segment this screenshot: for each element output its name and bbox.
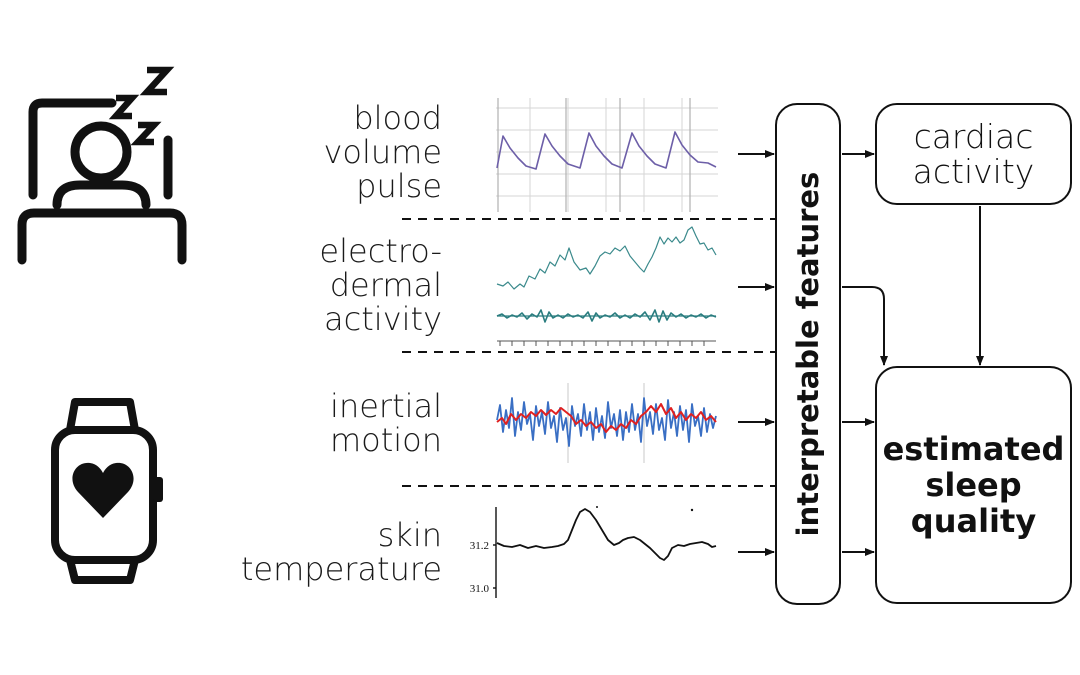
signal-label-line: volume	[323, 133, 442, 171]
electrodermal-activity-plot	[496, 226, 717, 346]
signal-label-line: blood	[353, 99, 442, 137]
inertial-motion-plot	[496, 383, 717, 463]
cardiac-activity-line: activity	[912, 152, 1035, 191]
interpretable-features-label: interpretable features	[791, 171, 825, 537]
temperature-tick-label: 31.0	[470, 583, 490, 595]
cardiac-activity-box: cardiac activity	[875, 103, 1072, 205]
signal-label-line: dermal	[329, 266, 442, 304]
signal-label-line: activity	[324, 300, 442, 338]
interpretable-features-box: interpretable features	[775, 103, 841, 605]
temperature-tick-label: 31.2	[470, 540, 489, 552]
sleep-quality-line: sleep	[925, 466, 1022, 504]
sleep-quality-line: quality	[910, 502, 1037, 540]
signal-label-line: skin	[377, 516, 442, 554]
skin-temperature-plot: 31.2 31.0	[470, 506, 717, 598]
signal-label-line: inertial	[330, 387, 442, 425]
blood-volume-pulse-plot	[496, 98, 718, 212]
arrow-features-to-quality	[842, 286, 888, 366]
cardiac-activity-line: cardiac	[913, 117, 1034, 156]
sleep-quality-line: estimated	[882, 430, 1065, 468]
signal-label-inertial-motion: inertial motion	[330, 389, 442, 457]
signal-label-skin-temperature: skin temperature	[241, 518, 442, 586]
sleeping-person-icon	[17, 66, 187, 265]
signal-label-line: temperature	[240, 550, 442, 588]
signal-label-electrodermal-activity: electro- dermal activity	[319, 234, 442, 336]
signal-label-line: pulse	[356, 167, 442, 205]
signal-label-blood-volume-pulse: blood volume pulse	[323, 101, 442, 203]
estimated-sleep-quality-box: estimated sleep quality	[875, 366, 1072, 604]
signal-label-line: electro-	[319, 232, 442, 270]
smartwatch-heart-icon	[51, 398, 163, 584]
signal-label-line: motion	[329, 421, 442, 459]
